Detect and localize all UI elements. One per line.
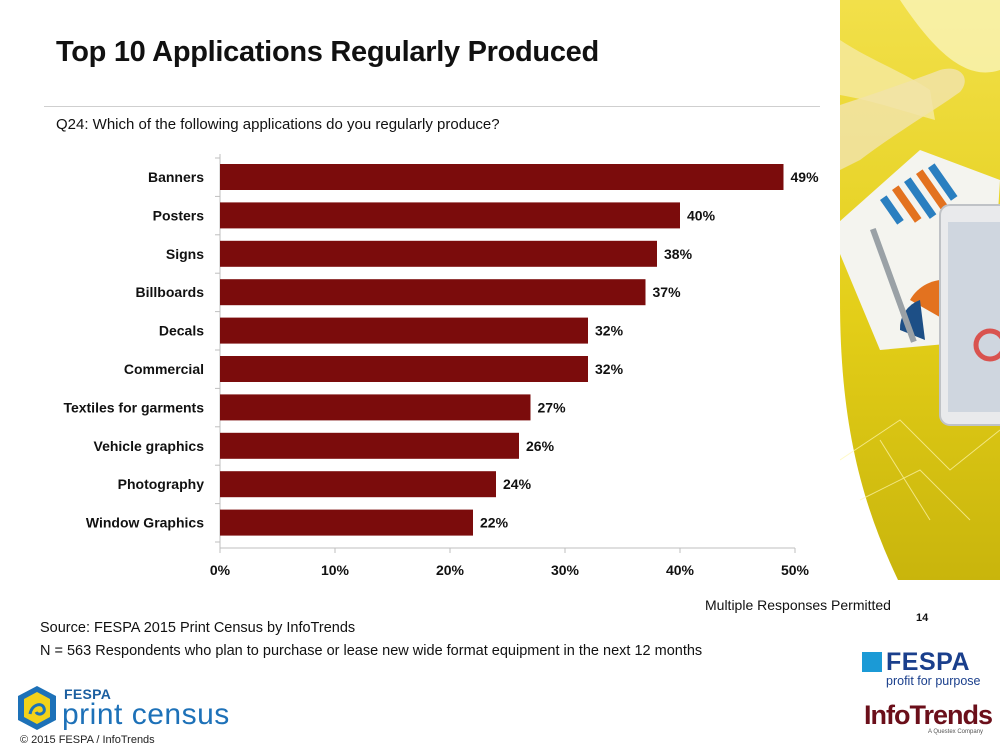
infotrends-word: InfoTrends: [864, 700, 993, 730]
category-label: Commercial: [124, 361, 204, 377]
category-label: Banners: [148, 169, 204, 185]
source-text: Source: FESPA 2015 Print Census by InfoT…: [40, 620, 356, 636]
census-brand: FESPA: [64, 686, 112, 702]
category-label: Signs: [166, 246, 204, 262]
bar: [220, 164, 784, 190]
data-label: 32%: [595, 323, 624, 339]
survey-question: Q24: Which of the following applications…: [56, 116, 500, 133]
fespa-word: FESPA: [886, 648, 970, 676]
x-tick-label: 10%: [321, 562, 350, 578]
page-number: 14: [916, 612, 929, 624]
bar-chart: Banners 49% Posters 40% Signs 38% Billboards 37…: [63, 154, 820, 578]
data-label: 38%: [664, 246, 693, 262]
category-label: Photography: [118, 476, 205, 492]
data-label: 32%: [595, 361, 624, 377]
fespa-tagline: profit for purpose: [886, 674, 981, 688]
category-label: Posters: [153, 207, 205, 223]
data-label: 40%: [687, 207, 716, 223]
respondents-text: N = 563 Respondents who plan to purchase…: [40, 643, 703, 659]
category-label: Vehicle graphics: [94, 438, 205, 454]
data-label: 49%: [791, 169, 820, 185]
slide-title: Top 10 Applications Regularly Produced: [56, 36, 599, 68]
category-label: Textiles for garments: [63, 399, 204, 415]
decorative-photo: [840, 0, 1000, 580]
infotrends-sub: A Questex Company: [928, 729, 984, 735]
copyright: © 2015 FESPA / InfoTrends: [20, 734, 155, 746]
bar: [220, 202, 680, 229]
infotrends-logo: InfoTrends A Questex Company: [862, 700, 994, 744]
responses-note: Multiple Responses Permitted: [705, 597, 891, 613]
print-census-logo: FESPA print census: [18, 686, 258, 734]
fespa-logo: FESPA profit for purpose: [862, 648, 994, 688]
fespa-square-icon: [862, 652, 882, 672]
census-emblem-icon: [18, 686, 56, 730]
x-tick-label: 30%: [551, 562, 580, 578]
bar: [220, 356, 588, 382]
bar: [220, 317, 588, 344]
x-tick-label: 40%: [666, 562, 695, 578]
census-word: print census: [62, 698, 230, 731]
data-label: 27%: [538, 399, 567, 415]
data-label: 26%: [526, 438, 555, 454]
data-label: 22%: [480, 515, 509, 531]
title-divider: [44, 106, 820, 107]
x-tick-label: 50%: [781, 562, 810, 578]
category-label: Window Graphics: [86, 515, 204, 531]
data-label: 37%: [653, 284, 682, 300]
bar: [220, 394, 531, 421]
category-label: Decals: [159, 323, 204, 339]
bar: [220, 471, 496, 498]
bar: [220, 279, 646, 306]
category-label: Billboards: [136, 284, 205, 300]
x-tick-label: 20%: [436, 562, 465, 578]
bar: [220, 509, 473, 536]
bar: [220, 240, 657, 267]
x-tick-label: 0%: [210, 562, 231, 578]
data-label: 24%: [503, 476, 532, 492]
bar: [220, 432, 519, 459]
